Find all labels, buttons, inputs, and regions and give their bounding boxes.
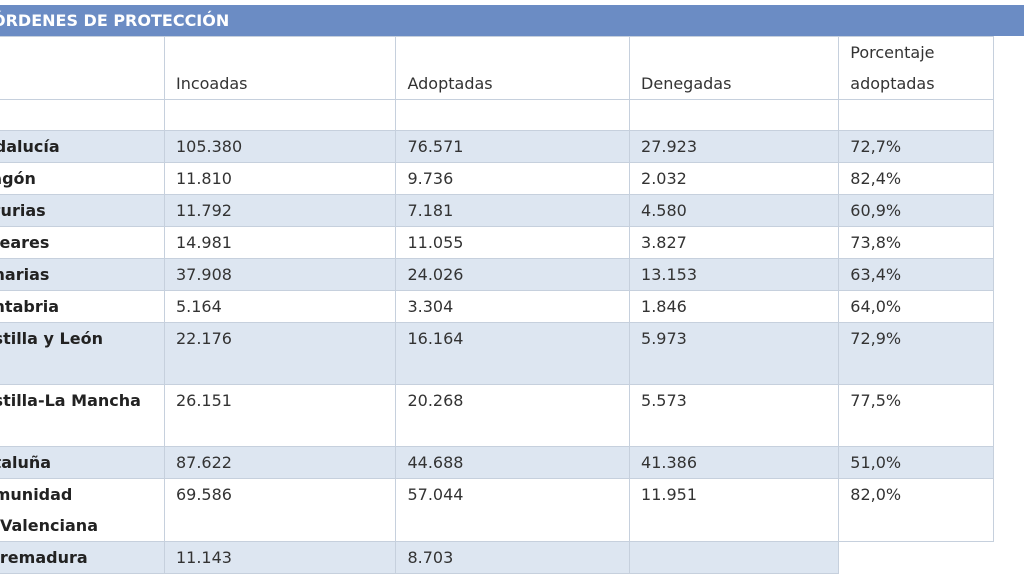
table-title: ÓRDENES DE PROTECCIÓN [0, 11, 230, 30]
table-title-bar: ÓRDENES DE PROTECCIÓN [0, 5, 1024, 36]
cell-porcentaje: 82,4% [838, 162, 994, 195]
table-row: Cataluña 87.622 44.688 41.386 51,0% [0, 446, 994, 479]
cell-adoptadas: 11.055 [395, 226, 631, 259]
cell-incoadas: 105.380 [163, 130, 397, 163]
cell-adoptadas: 76.571 [395, 130, 631, 163]
cell-porcentaje: 64,0% [838, 290, 994, 323]
cell-denegadas: 4.580 [629, 194, 840, 227]
cell-porcentaje [838, 541, 994, 574]
cell-incoadas: 11.792 [163, 194, 397, 227]
cell-denegadas: 11.951 [629, 478, 840, 542]
cell-denegadas: 2.032 [629, 162, 840, 195]
cell-denegadas: 1.846 [629, 290, 840, 323]
cell-incoadas: 11.143 [163, 541, 397, 574]
cell-incoadas: 69.586 [163, 478, 397, 542]
cell-incoadas: 5.164 [163, 290, 397, 323]
region-name: Aragón [0, 162, 165, 195]
table-row: Andalucía 105.380 76.571 27.923 72,7% [0, 130, 994, 163]
cell-denegadas: 27.923 [629, 130, 840, 163]
header-cell-denegadas: Denegadas [629, 36, 840, 100]
cell-adoptadas: 9.736 [395, 162, 631, 195]
cell-incoadas: 11.810 [163, 162, 397, 195]
cell-adoptadas: 7.181 [395, 194, 631, 227]
cell-adoptadas: 16.164 [395, 322, 631, 385]
cell-adoptadas: 20.268 [395, 384, 631, 447]
region-name: Baleares [0, 226, 165, 259]
cell-denegadas: 5.573 [629, 384, 840, 447]
region-name: Comunidad Valenciana [0, 478, 165, 542]
cell-adoptadas: 57.044 [395, 478, 631, 542]
cell-incoadas: 14.981 [163, 226, 397, 259]
cell-denegadas: 41.386 [629, 446, 840, 479]
cell-porcentaje: 73,8% [838, 226, 994, 259]
cell-porcentaje: 77,5% [838, 384, 994, 447]
region-name: Cantabria [0, 290, 165, 323]
region-name: Extremadura [0, 541, 165, 574]
table-row: Castilla-La Mancha 26.151 20.268 5.573 7… [0, 384, 994, 447]
region-name: Canarias [0, 258, 165, 291]
table-row: Asturias 11.792 7.181 4.580 60,9% [0, 194, 994, 227]
table-row: Aragón 11.810 9.736 2.032 82,4% [0, 162, 994, 195]
cell-adoptadas: 8.703 [395, 541, 631, 574]
cell-porcentaje: 72,7% [838, 130, 994, 163]
header-cell-adoptadas: Adoptadas [395, 36, 631, 100]
cell-adoptadas: 3.304 [395, 290, 631, 323]
table-row: Comunidad Valenciana 69.586 57.044 11.95… [0, 478, 994, 542]
header-row: Incoadas Adoptadas Denegadas Porcentaje … [0, 36, 994, 100]
table-row: Extremadura 11.143 8.703 [0, 541, 994, 574]
header-cell-region [0, 36, 165, 100]
cell-incoadas: 87.622 [163, 446, 397, 479]
header-cell-incoadas: Incoadas [163, 36, 397, 100]
cell-incoadas: 22.176 [163, 322, 397, 385]
protection-orders-table: Incoadas Adoptadas Denegadas Porcentaje … [0, 36, 994, 574]
cell-adoptadas: 24.026 [395, 258, 631, 291]
cell-denegadas [629, 541, 840, 574]
table-row: Canarias 37.908 24.026 13.153 63,4% [0, 258, 994, 291]
cell-porcentaje: 82,0% [838, 478, 994, 542]
cell-incoadas: 37.908 [163, 258, 397, 291]
cell-denegadas: 5.973 [629, 322, 840, 385]
cell-porcentaje: 72,9% [838, 322, 994, 385]
cell-incoadas: 26.151 [163, 384, 397, 447]
table-row: Cantabria 5.164 3.304 1.846 64,0% [0, 290, 994, 323]
region-name: Asturias [0, 194, 165, 227]
spacer-row [0, 99, 994, 131]
table-row: Castilla y León 22.176 16.164 5.973 72,9… [0, 322, 994, 385]
region-name: Cataluña [0, 446, 165, 479]
cell-denegadas: 13.153 [629, 258, 840, 291]
region-name: Castilla y León [0, 322, 165, 385]
region-name: Castilla-La Mancha [0, 384, 165, 447]
cell-porcentaje: 60,9% [838, 194, 994, 227]
cell-porcentaje: 51,0% [838, 446, 994, 479]
region-name: Andalucía [0, 130, 165, 163]
table-row: Baleares 14.981 11.055 3.827 73,8% [0, 226, 994, 259]
cell-porcentaje: 63,4% [838, 258, 994, 291]
cell-adoptadas: 44.688 [395, 446, 631, 479]
header-cell-porcentaje: Porcentaje adoptadas [838, 36, 994, 100]
cell-denegadas: 3.827 [629, 226, 840, 259]
